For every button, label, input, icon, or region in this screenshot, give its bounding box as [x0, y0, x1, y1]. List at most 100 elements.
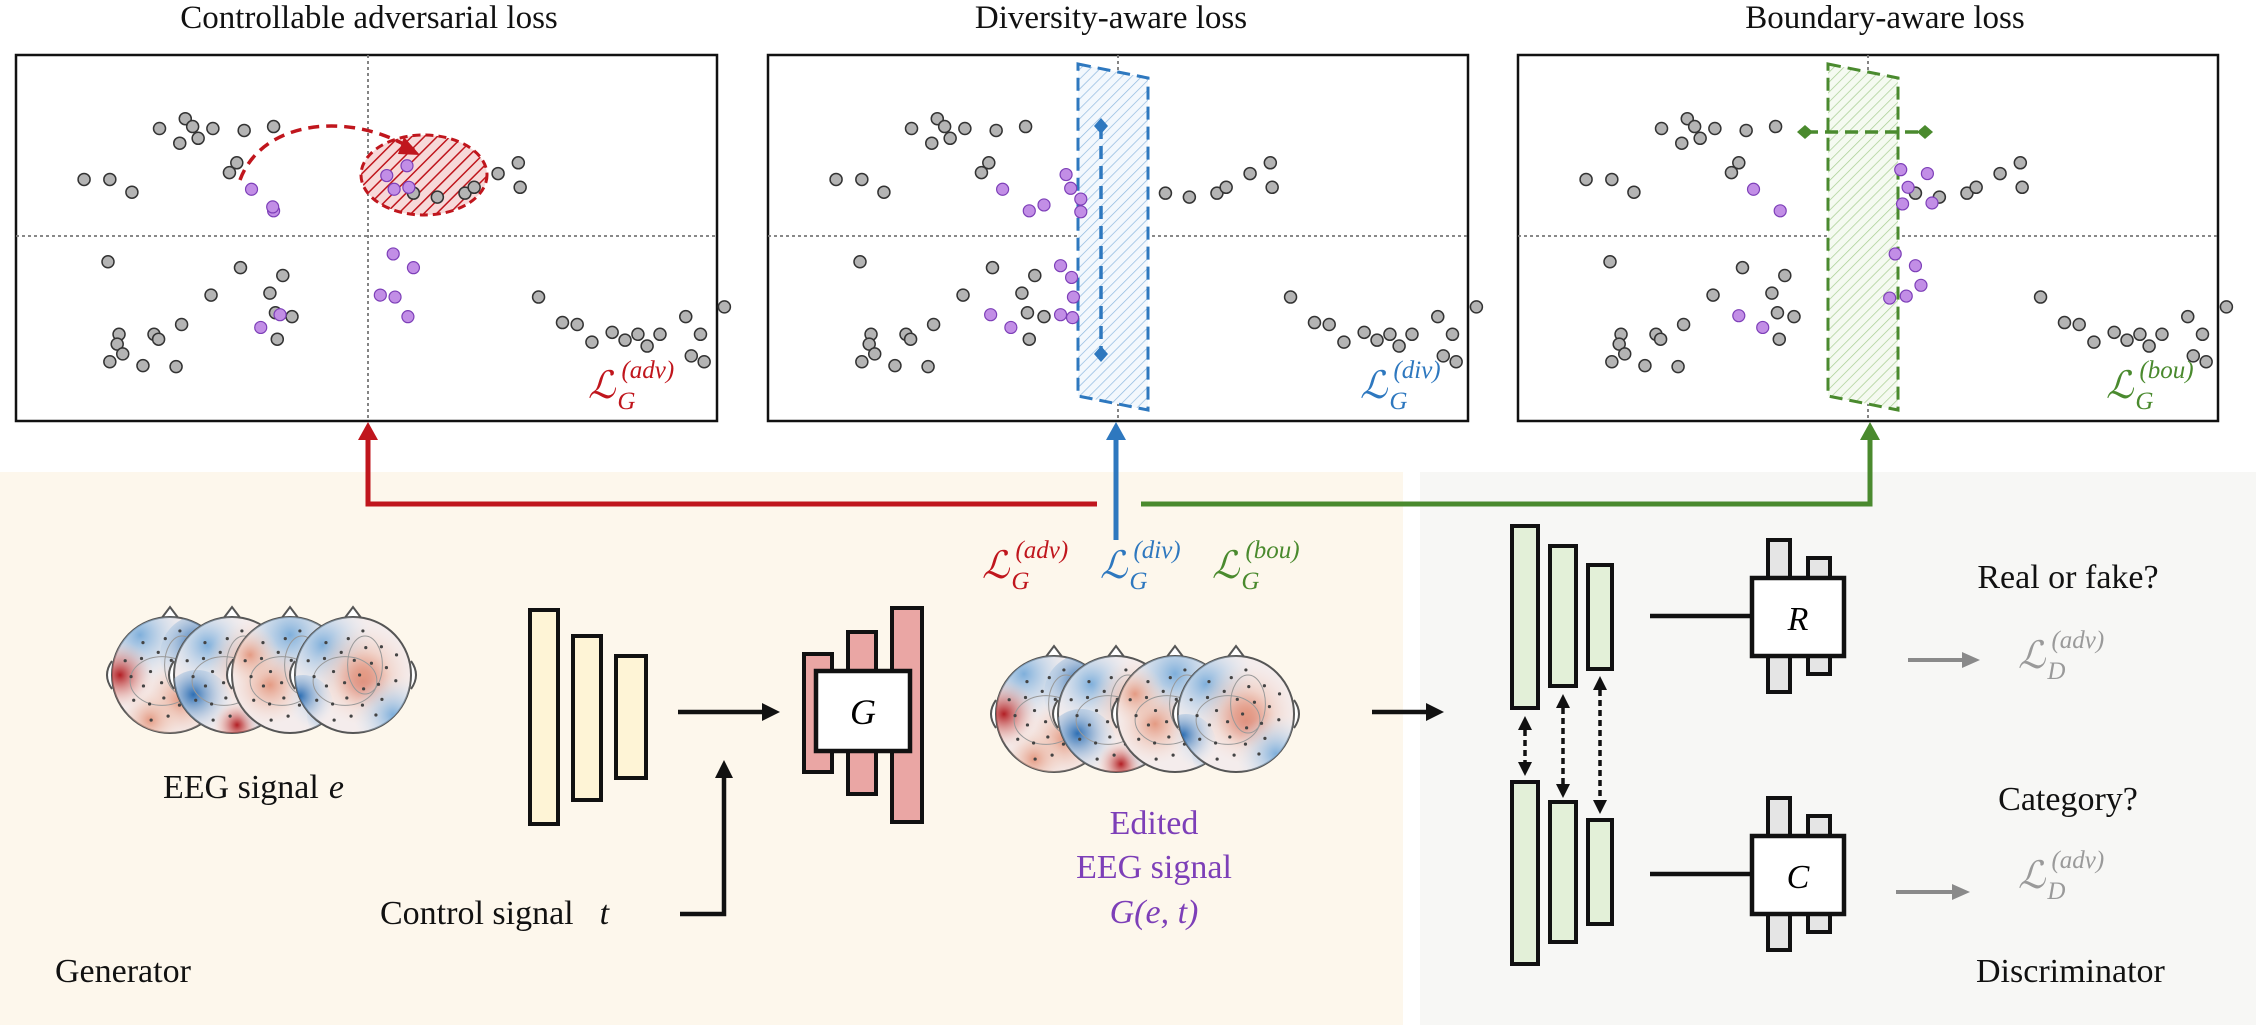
scatter-point-gray — [877, 185, 891, 199]
scatter-point-purple — [401, 310, 415, 324]
scatter-point-gray — [2133, 327, 2147, 342]
scatter-point-gray — [101, 255, 115, 269]
scatter-point-gray — [230, 156, 244, 170]
scatter-point-gray — [1018, 119, 1033, 134]
scatter-point-gray — [1022, 332, 1037, 346]
scatter-point-gray — [1765, 286, 1779, 300]
disc-bottom-layer-3 — [1586, 818, 1614, 926]
scatter-point-gray — [1772, 332, 1787, 346]
scatter-point-gray — [1431, 309, 1445, 324]
panel1-loss-label: ℒG(adv) — [588, 357, 674, 415]
diversity-range-top — [1094, 118, 1108, 134]
panel1-points — [77, 111, 732, 374]
scatter-point-gray — [1653, 332, 1668, 346]
scatter-point-purple — [1074, 192, 1088, 206]
scatter-point-gray — [2195, 327, 2210, 342]
scatter-point-gray — [925, 136, 939, 150]
scatter-point-gray — [263, 286, 277, 300]
scatter-point-gray — [1028, 268, 1042, 283]
scatter-point-purple — [1773, 204, 1787, 218]
panel-title-boundary: Boundary-aware loss — [1745, 0, 2025, 36]
c-head-box — [1749, 833, 1847, 917]
scatter-point-gray — [2015, 180, 2029, 195]
scatter-point-purple — [1895, 197, 1910, 211]
scatter-point-gray — [1770, 305, 1785, 320]
generator-bou-loss: ℒG(bou) — [1212, 537, 1300, 595]
scatter-point-gray — [958, 121, 972, 136]
scatter-point-gray — [1469, 300, 1484, 314]
adversarial-feedback-arrow — [365, 438, 1097, 507]
diversity-range-bottom — [1094, 346, 1108, 362]
scatter-point-gray — [1445, 327, 1460, 342]
scatter-point-gray — [1603, 255, 1617, 269]
scatter-point-gray — [136, 358, 150, 373]
scatter-point-gray — [1263, 156, 1278, 170]
scatter-point-gray — [1322, 317, 1336, 332]
scatter-point-gray — [1265, 180, 1279, 195]
scatter-point-gray — [1357, 325, 1371, 340]
scatter-point-purple — [406, 261, 421, 275]
scatter-point-purple — [1053, 259, 1068, 273]
scatter-point-gray — [2033, 290, 2048, 304]
scatter-point-purple — [388, 290, 402, 304]
edited-to-discriminator-arrowhead — [1426, 703, 1444, 721]
encoder-layer-3 — [614, 654, 648, 780]
scatter-point-gray — [1687, 119, 1702, 134]
scatter-point-gray — [1654, 121, 1669, 136]
scatter-point-gray — [2087, 335, 2101, 349]
scatter-point-gray — [1675, 136, 1689, 150]
scatter-point-gray — [1449, 354, 1463, 369]
scatter-point-gray — [2181, 309, 2195, 324]
scatter-point-purple — [1756, 320, 1770, 335]
scatter-point-purple — [254, 320, 268, 335]
scatter-point-gray — [266, 119, 281, 134]
scatter-point-gray — [1283, 290, 1298, 304]
scatter-point-purple — [1920, 166, 1935, 181]
scatter-point-gray — [285, 309, 299, 324]
disc-top-layer-2 — [1548, 544, 1578, 688]
control-signal-arrowhead — [715, 760, 733, 778]
eeg-signal-label: EEG signal e — [163, 769, 344, 806]
scatter-point-gray — [855, 354, 869, 369]
boundary-region — [1826, 62, 1900, 412]
generator-box-label: G — [850, 692, 876, 732]
diversity-feedback-arrowhead — [1106, 422, 1126, 440]
c-output-arrowhead — [1952, 884, 1970, 900]
generator-section-label: Generator — [55, 953, 192, 990]
scatter-point-gray — [2155, 327, 2169, 342]
discriminator-background — [1420, 472, 2256, 1025]
adversarial-shift-arrow — [238, 124, 415, 181]
scatter-point-gray — [185, 119, 200, 134]
r-head-label: R — [1787, 601, 1809, 638]
disc-bottom-layer-2 — [1548, 800, 1578, 944]
scatter-point-gray — [1638, 358, 1652, 373]
scatter-point-gray — [1993, 166, 2007, 181]
scatter-point-gray — [77, 172, 91, 187]
scatter-point-purple — [387, 182, 401, 196]
scatter-point-gray — [717, 300, 732, 314]
scatter-point-gray — [491, 166, 505, 181]
category-label: Category? — [1998, 781, 2138, 818]
scatter-point-gray — [982, 156, 996, 170]
scatter-point-gray — [103, 354, 117, 369]
scatter-point-gray — [956, 288, 970, 302]
scatter-point-gray — [1337, 335, 1351, 349]
scatter-point-gray — [555, 315, 570, 330]
boundary-feedback-arrow — [1141, 438, 1873, 507]
scatter-point-gray — [1617, 347, 1632, 361]
scatter-point-gray — [115, 347, 130, 361]
input-eeg-maps — [106, 605, 417, 734]
scatter-point-gray — [1768, 119, 1783, 134]
scatter-point-gray — [1605, 172, 1619, 187]
scatter-point-gray — [430, 190, 445, 204]
boundary-range-left — [1797, 125, 1813, 139]
scatter-point-gray — [1708, 121, 1722, 136]
scatter-point-gray — [513, 180, 527, 195]
scatter-point-gray — [103, 172, 117, 187]
disc-top-layer-1 — [1510, 524, 1540, 710]
scatter-point-gray — [1037, 309, 1051, 324]
edited-label-line2: EEG signal — [1076, 849, 1232, 886]
scatter-point-gray — [1605, 354, 1619, 369]
encoder-layer-1 — [528, 608, 560, 826]
